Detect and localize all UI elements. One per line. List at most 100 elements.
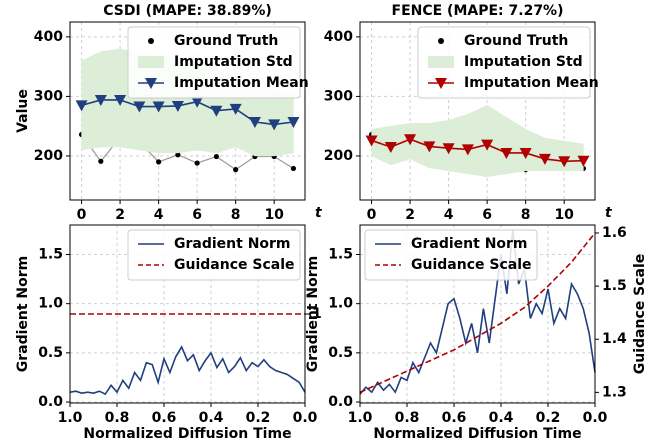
marker <box>461 144 474 156</box>
marker <box>442 143 455 155</box>
x-tick-label: 10 <box>264 207 284 223</box>
panel: 1.0 0.8 0.6 0.4 0.2 0.0 0.0 0.5 1.0 1.5 1.3 1.4 1.5 1… <box>305 224 648 442</box>
marker <box>481 139 494 151</box>
y-tick-label: 300 <box>324 88 353 104</box>
legend-key <box>138 56 164 68</box>
axes-frame <box>69 224 306 404</box>
chart-title: FENCE (MAPE: 7.27%) <box>392 3 564 19</box>
y-tick-label: 0.5 <box>328 345 353 361</box>
legend-label: Imputation Mean <box>464 75 599 91</box>
marker <box>268 119 281 131</box>
x-axis-label: t <box>605 205 613 221</box>
y-axis-label: Gradient Norm <box>305 256 321 373</box>
x-tick-label: 0.6 <box>152 410 177 426</box>
marker <box>75 100 88 112</box>
point <box>194 160 200 166</box>
y2-axis-label: Guidance Scale <box>632 254 648 374</box>
marker <box>423 141 436 153</box>
marker <box>404 134 417 146</box>
chart-title: CSDI (MAPE: 38.89%) <box>103 3 272 19</box>
legend-label: Ground Truth <box>174 33 278 49</box>
series-line <box>371 138 584 163</box>
legend-box <box>127 229 301 281</box>
marker <box>133 101 146 113</box>
panel: 0 2 4 6 8 10 200 300 400 Ground Truth Imputation S… <box>15 3 323 223</box>
series-line <box>359 229 596 395</box>
y-tick-label: 0.0 <box>328 394 353 410</box>
y-tick-label: 0.5 <box>38 345 63 361</box>
panel: 0 2 4 6 8 10 200 300 400 Ground Truth Imputation S… <box>324 3 613 223</box>
series-line <box>69 345 306 396</box>
marker <box>365 135 378 147</box>
axes-frame <box>359 224 596 404</box>
legend-label: Gradient Norm <box>174 236 291 252</box>
x-axis-label: Normalized Diffusion Time <box>83 426 291 442</box>
x-tick-label: 0.4 <box>489 410 514 426</box>
point <box>233 167 239 173</box>
y-axis-label: Value <box>15 89 31 133</box>
x-axis-label: Normalized Diffusion Time <box>373 426 581 442</box>
y-tick-label: 1.5 <box>328 247 353 263</box>
x-tick-label: 4 <box>154 207 164 223</box>
legend-box <box>127 26 301 99</box>
x-tick-label: 0.4 <box>199 410 224 426</box>
y-tick-label: 0.0 <box>38 394 63 410</box>
y2-tick-label: 1 <box>312 306 322 322</box>
y-tick-label: 1.0 <box>328 296 353 312</box>
marker <box>500 147 513 159</box>
x-tick-label: 6 <box>482 207 492 223</box>
x-tick-label: 1.0 <box>348 410 373 426</box>
point <box>213 153 219 160</box>
legend-label: Imputation Mean <box>174 75 309 91</box>
std-band <box>506 116 526 175</box>
legend-key <box>435 78 447 89</box>
y2-tick-label: 1.5 <box>602 278 627 294</box>
legend-label: Imputation Std <box>464 54 583 70</box>
marker <box>538 153 551 165</box>
legend-label: Ground Truth <box>464 33 568 49</box>
legend-box <box>417 26 591 99</box>
x-tick-label: 0.6 <box>442 410 467 426</box>
x-tick-label: 0.2 <box>536 410 561 426</box>
x-tick-label: 0.8 <box>395 410 420 426</box>
marker <box>114 94 127 106</box>
x-tick-label: 1.0 <box>58 410 83 426</box>
x-tick-label: 6 <box>192 207 202 223</box>
axes-frame <box>359 21 596 201</box>
x-tick-label: 2 <box>405 207 415 223</box>
legend-key <box>148 38 154 44</box>
legend-label: Imputation Std <box>174 54 293 70</box>
legend-key <box>428 56 454 68</box>
x-tick-label: 8 <box>521 207 531 223</box>
y-tick-label: 400 <box>324 29 353 45</box>
marker <box>248 117 261 129</box>
marker <box>558 156 571 168</box>
legend-label: Guidance Scale <box>174 257 294 273</box>
y2-tick-label: 1.4 <box>602 331 627 347</box>
x-tick-label: 0.0 <box>583 410 608 426</box>
marker <box>152 101 165 113</box>
legend-label: Guidance Scale <box>411 257 531 273</box>
x-tick-label: 0.8 <box>105 410 130 426</box>
y-tick-label: 200 <box>324 148 353 164</box>
marker <box>191 96 204 108</box>
y2-tick-label: 1.6 <box>602 225 627 241</box>
x-tick-label: 0 <box>77 207 87 223</box>
y2-tick-label: 1.3 <box>602 384 627 400</box>
x-tick-label: 10 <box>554 207 574 223</box>
marker <box>519 147 532 159</box>
x-tick-label: 0.2 <box>246 410 271 426</box>
x-tick-label: 2 <box>115 207 125 223</box>
x-tick-label: 0.0 <box>293 410 318 426</box>
point <box>98 158 104 164</box>
x-tick-label: 4 <box>444 207 454 223</box>
series-line <box>359 232 596 394</box>
y-tick-label: 1.0 <box>38 296 63 312</box>
marker <box>577 155 590 167</box>
y-tick-label: 400 <box>34 29 63 45</box>
axes-frame <box>69 21 306 201</box>
marker <box>384 142 397 154</box>
panel: 1.0 0.8 0.6 0.4 0.2 0.00.00.51.01.51Gradient … <box>15 224 322 442</box>
marker <box>287 117 300 129</box>
x-tick-label: 8 <box>231 207 241 223</box>
